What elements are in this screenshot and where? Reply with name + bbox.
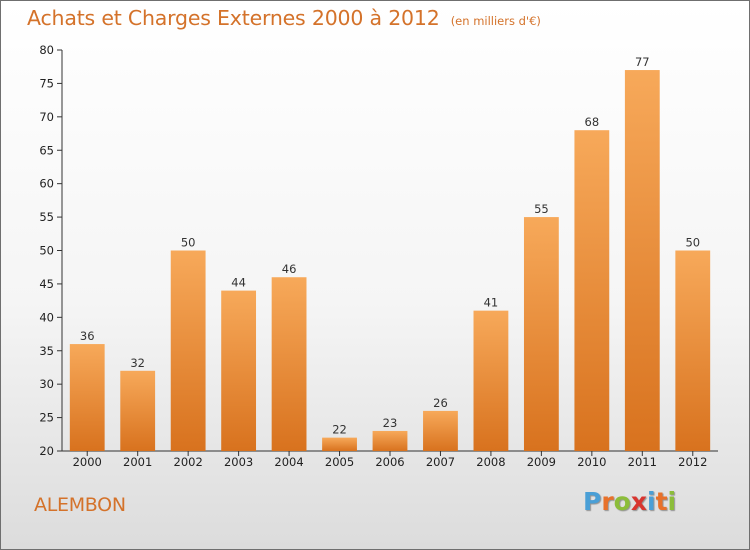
data-label-2003: 44 (231, 276, 246, 290)
x-tick-label: 2011 (628, 455, 657, 469)
data-label-2000: 36 (80, 329, 95, 343)
data-label-2007: 26 (433, 396, 448, 410)
y-tick-label: 75 (39, 76, 54, 90)
data-label-2011: 77 (635, 55, 650, 69)
x-tick-label: 2005 (325, 455, 354, 469)
data-label-2005: 22 (332, 423, 347, 437)
place-name: ALEMBON (34, 494, 126, 516)
proxiti-logo[interactable]: Proxiti (583, 487, 676, 516)
y-tick-label: 40 (39, 310, 54, 324)
bar-2010 (574, 130, 610, 451)
bar-2011 (624, 70, 660, 452)
bar-2003 (221, 290, 257, 451)
bar-2008 (473, 310, 509, 451)
data-label-2001: 32 (130, 356, 145, 370)
y-tick-label: 45 (39, 277, 54, 291)
y-axis: 20 25 30 35 40 45 50 55 60 65 70 75 80 (39, 43, 63, 458)
bar-2000 (69, 344, 105, 451)
x-axis: 2000 2001 2002 2003 2004 2005 2006 2007 2008 2009… (62, 450, 718, 469)
bar-2012 (675, 250, 711, 451)
logo-letter: o (613, 487, 631, 516)
x-tick-label: 2008 (476, 455, 505, 469)
bar-2001 (120, 370, 156, 451)
logo-letter: i (647, 487, 656, 516)
logo-letter: P (583, 487, 602, 516)
x-tick-label: 2012 (678, 455, 707, 469)
y-tick-label: 65 (39, 143, 54, 157)
data-label-2002: 50 (181, 236, 196, 250)
data-label-2004: 46 (282, 262, 297, 276)
x-tick-label: 2001 (123, 455, 152, 469)
x-tick-label: 2006 (375, 455, 404, 469)
data-label-2008: 41 (484, 296, 499, 310)
x-tick-label: 2000 (73, 455, 102, 469)
bar-2005 (322, 437, 357, 451)
chart-title: Achats et Charges Externes 2000 à 2012 (27, 6, 440, 30)
x-tick-label: 2004 (274, 455, 303, 469)
y-tick-label: 70 (39, 110, 54, 124)
y-tick-label: 25 (39, 411, 54, 425)
y-tick-label: 60 (39, 177, 54, 191)
bars (69, 70, 711, 452)
x-tick-label: 2009 (527, 455, 556, 469)
data-label-2012: 50 (685, 236, 700, 250)
bar-2006 (372, 430, 408, 451)
y-tick-label: 35 (39, 344, 54, 358)
logo-letter: t (655, 487, 668, 516)
y-tick-label: 30 (39, 377, 54, 391)
chart-subtitle: (en milliers d'€) (450, 14, 541, 28)
y-tick-label: 55 (39, 210, 54, 224)
y-tick-label: 50 (39, 244, 54, 258)
bar-2009 (523, 217, 559, 451)
bar-2002 (170, 250, 206, 451)
data-label-2010: 68 (585, 115, 600, 129)
data-labels: 36 32 50 44 46 22 23 26 41 55 68 77 50 (80, 55, 700, 437)
bar-2004 (271, 277, 307, 451)
y-tick-label: 80 (39, 43, 54, 57)
logo-letter: r (601, 487, 614, 516)
data-label-2006: 23 (383, 416, 398, 430)
y-tick-label: 20 (39, 444, 54, 458)
x-tick-label: 2003 (224, 455, 253, 469)
x-tick-label: 2002 (174, 455, 203, 469)
logo-letter: x (630, 487, 647, 516)
bar-2007 (423, 410, 458, 451)
logo-letter: i (667, 487, 677, 516)
x-tick-label: 2010 (577, 455, 606, 469)
data-label-2009: 55 (534, 202, 549, 216)
chart-header: Achats et Charges Externes 2000 à 2012 (… (27, 6, 541, 30)
x-tick-label: 2007 (426, 455, 455, 469)
